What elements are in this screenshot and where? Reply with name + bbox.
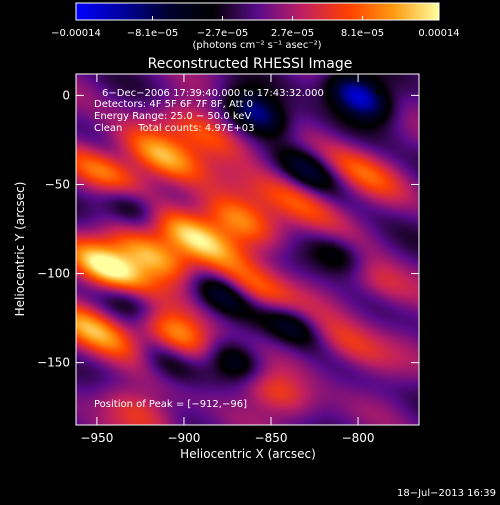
- y-tick-label: −50: [45, 177, 70, 191]
- x-axis: −950 −900 −850 −800: [80, 74, 375, 445]
- x-tick-label: −850: [255, 431, 288, 445]
- y-tick-label: −100: [37, 267, 70, 281]
- annotation-clean-counts: Clean Total counts: 4.97E+03: [94, 123, 254, 134]
- annotation-block: 6−Dec−2006 17:39:40.000 to 17:43:32.000 …: [94, 88, 324, 134]
- colorbar-tick-label: −8.1e−05: [127, 28, 179, 39]
- colorbar-tick-label: 0.00014: [418, 28, 459, 39]
- colorbar: −0.00014 −8.1e−05 −2.7e−05 2.7e−05 8.1e−05 0.…: [51, 2, 460, 51]
- y-tick-label: 0: [62, 88, 70, 102]
- annotation-detectors: Detectors: 4F 5F 6F 7F 8F, Att 0: [94, 99, 253, 110]
- heatmap-area: [76, 74, 419, 425]
- y-axis: 0 −50 −100 −150: [37, 88, 419, 370]
- colorbar-tick-label: 2.7e−05: [271, 28, 314, 39]
- colorbar-tick-label: −0.00014: [51, 28, 101, 39]
- y-tick-label: −150: [37, 356, 70, 370]
- peak-position-label: Position of Peak = [−912,−96]: [94, 399, 247, 410]
- colorbar-tick-label: 8.1e−05: [341, 28, 384, 39]
- colorbar-units: (photons cm⁻² s⁻¹ asec⁻²): [192, 40, 321, 51]
- x-tick-label: −950: [80, 431, 113, 445]
- heatmap-marks: [375, 88, 382, 95]
- annotation-time-range: 6−Dec−2006 17:39:40.000 to 17:43:32.000: [102, 88, 324, 99]
- y-axis-label: Heliocentric Y (arcsec): [13, 182, 27, 317]
- footer-timestamp: 18−Jul−2013 16:39: [397, 488, 496, 499]
- colorbar-bar: [75, 2, 440, 21]
- x-axis-label: Heliocentric X (arcsec): [180, 447, 316, 461]
- x-tick-label: −800: [342, 431, 375, 445]
- dark-spot-marker: [375, 88, 382, 95]
- colorbar-ticks: −0.00014 −8.1e−05 −2.7e−05 2.7e−05 8.1e−05 0.…: [51, 16, 460, 39]
- plot-frame: [75, 73, 420, 426]
- annotation-energy-range: Energy Range: 25.0 − 50.0 keV: [94, 111, 251, 122]
- heatmap-image: [76, 74, 419, 425]
- chart-title: Reconstructed RHESSI Image: [148, 56, 353, 72]
- x-tick-label: −900: [167, 431, 200, 445]
- colorbar-tick-label: −2.7e−05: [197, 28, 249, 39]
